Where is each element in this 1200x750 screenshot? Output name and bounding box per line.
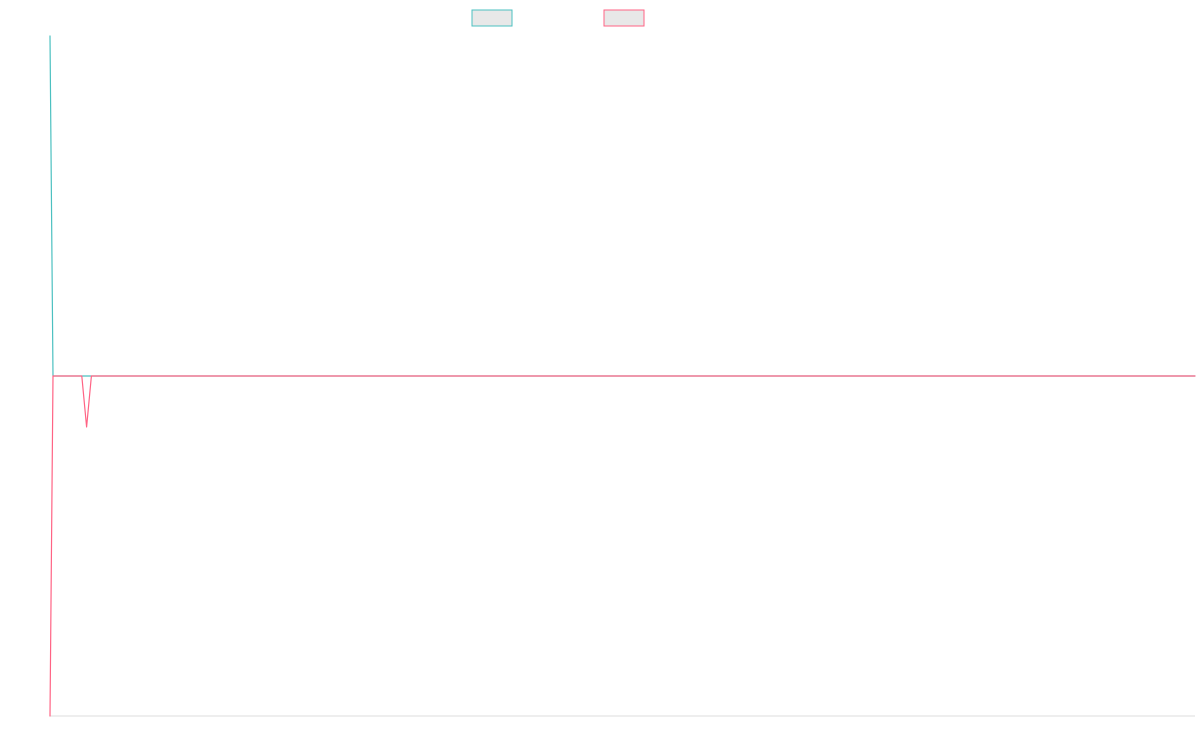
legend-item-2[interactable] <box>603 9 645 27</box>
legend-swatch-2 <box>603 9 645 27</box>
legend-item-1[interactable] <box>471 9 513 27</box>
series-layer <box>49 35 1196 717</box>
series-line-2 <box>49 375 1196 717</box>
legend <box>471 9 645 27</box>
series-line-1 <box>49 35 1196 377</box>
legend-swatch-1 <box>471 9 513 27</box>
